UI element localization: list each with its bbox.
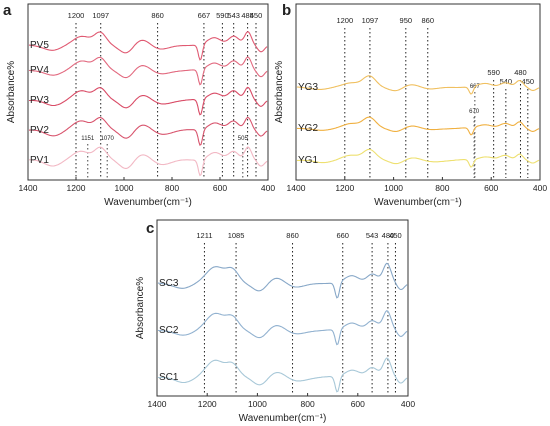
x-tick-label: 1200 — [335, 183, 354, 193]
annotation-label: 505 — [238, 136, 249, 142]
peak-label: 860 — [286, 231, 299, 240]
series-line-yg3 — [296, 75, 540, 95]
x-axis-label: Wavenumber(cm⁻¹) — [374, 197, 462, 208]
panel-c: c 1400 1200 1000 800 600 400 Wavenumber(cm⁻¹) Ab… — [135, 219, 415, 424]
x-tick-label: 1400 — [148, 399, 167, 409]
annotation-label: 670 — [469, 109, 480, 115]
series-label: PV4 — [30, 65, 49, 76]
peak-label: 543 — [227, 11, 240, 20]
x-tick-label: 800 — [301, 399, 315, 409]
peak-label: 1200 — [336, 16, 353, 25]
peak-label: 480 — [382, 231, 395, 240]
series-label: PV2 — [30, 125, 49, 136]
series-line-sc3 — [157, 262, 408, 299]
x-tick-label: 400 — [401, 399, 415, 409]
series-line-pv4 — [28, 56, 268, 86]
annotation-label: 1151 — [81, 136, 95, 142]
peak-label: 860 — [422, 16, 435, 25]
series-line-pv2 — [28, 116, 268, 146]
series-label: SC2 — [159, 325, 179, 336]
panel-b: b 1400 1200 1000 800 600 400 Wavenumber(cm⁻¹) Ab… — [274, 2, 547, 208]
x-tick-label: 400 — [261, 183, 275, 193]
x-axis-label: Wavenumber(cm⁻¹) — [104, 197, 192, 208]
series-line-yg2 — [297, 116, 540, 136]
peak-label: 590 — [216, 11, 229, 20]
series-line-pv3 — [29, 86, 268, 116]
x-tick-label: 600 — [351, 399, 365, 409]
peak-label: 480 — [514, 68, 527, 77]
series-line-sc1 — [158, 357, 408, 393]
series-line-pv1 — [29, 146, 268, 177]
series-line-pv5 — [28, 31, 268, 61]
x-tick-label: 1200 — [198, 399, 217, 409]
y-axis-label: Absorbance% — [274, 61, 285, 123]
series-label: PV3 — [30, 95, 49, 106]
x-tick-label: 800 — [165, 183, 179, 193]
plot-frame — [156, 219, 409, 397]
peak-label: 1200 — [68, 11, 85, 20]
series-label: YG1 — [298, 155, 318, 166]
peak-label: 543 — [366, 231, 379, 240]
series-line-sc2 — [157, 310, 408, 346]
series-label: YG3 — [298, 82, 318, 93]
x-tick-label: 600 — [484, 183, 498, 193]
x-tick-label: 600 — [213, 183, 227, 193]
series-label: PV5 — [30, 40, 49, 51]
series-label: PV1 — [30, 155, 49, 166]
peak-label: 450 — [522, 77, 535, 86]
plot-frame — [295, 3, 541, 181]
peak-label: 1097 — [362, 16, 379, 25]
peak-label: 660 — [336, 231, 349, 240]
peak-label: 1211 — [196, 231, 212, 240]
x-tick-label: 400 — [533, 183, 547, 193]
panel-label: c — [146, 220, 154, 237]
x-tick-label: 1000 — [248, 399, 267, 409]
series-label: SC1 — [159, 372, 179, 383]
peak-label: 667 — [198, 11, 211, 20]
peak-label: 485 — [241, 11, 254, 20]
peak-label: 590 — [487, 68, 500, 77]
series-label: YG2 — [298, 123, 318, 134]
x-tick-label: 1400 — [287, 183, 306, 193]
x-tick-label: 1400 — [19, 183, 38, 193]
x-tick-label: 1200 — [67, 183, 86, 193]
peak-label: 1085 — [228, 231, 245, 240]
x-tick-label: 1000 — [384, 183, 403, 193]
x-tick-label: 800 — [435, 183, 449, 193]
peak-label: 860 — [151, 11, 164, 20]
plot-frame — [27, 3, 269, 181]
x-tick-label: 1000 — [115, 183, 134, 193]
peak-label: 450 — [389, 231, 402, 240]
panel-a: a 1400 1200 1000 800 600 400 Wavenumber(cm⁻¹) Ab… — [3, 2, 275, 208]
panel-label: a — [3, 2, 12, 19]
peak-label: 1097 — [92, 11, 109, 20]
series-label: SC3 — [159, 278, 179, 289]
peak-label: 450 — [250, 11, 263, 20]
annotation-label: 1070 — [101, 136, 115, 142]
y-axis-label: Absorbance% — [6, 61, 17, 123]
panel-label: b — [282, 2, 291, 19]
series-line-yg1 — [297, 148, 540, 168]
x-axis-label: Wavenumber(cm⁻¹) — [239, 413, 327, 424]
peak-label: 950 — [400, 16, 413, 25]
y-axis-label: Absorbance% — [135, 277, 146, 339]
peak-label: 540 — [500, 77, 513, 86]
